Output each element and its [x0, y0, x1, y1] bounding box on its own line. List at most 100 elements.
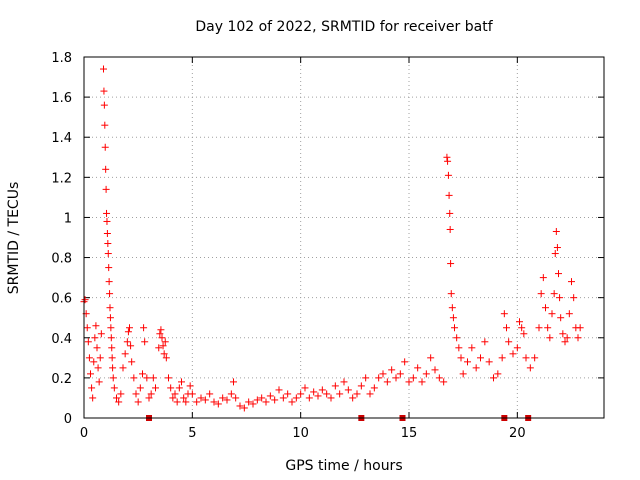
data-point: [331, 382, 339, 390]
data-point: [214, 400, 222, 408]
data-point: [539, 274, 547, 282]
data-point: [188, 390, 196, 398]
data-point: [106, 304, 114, 312]
data-point: [457, 354, 465, 362]
data-point: [570, 294, 578, 302]
data-point: [128, 358, 136, 366]
data-point: [87, 370, 94, 378]
plot-frame: [83, 56, 605, 419]
data-point: [310, 388, 318, 396]
data-point: [516, 318, 523, 326]
data-point: [405, 378, 413, 386]
data-point: [106, 290, 114, 298]
data-point: [440, 378, 448, 386]
y-tick-label: 1.6: [51, 91, 72, 106]
data-point: [556, 294, 564, 302]
data-point: [186, 382, 194, 390]
data-point: [447, 290, 455, 298]
data-point: [109, 364, 117, 372]
data-point: [435, 374, 443, 382]
data-point: [124, 328, 132, 336]
data-point: [193, 398, 201, 406]
data-point: [518, 324, 526, 332]
data-point: [494, 370, 502, 378]
data-point: [498, 354, 506, 362]
data-point: [503, 324, 510, 332]
data-point: [548, 310, 556, 318]
data-point: [557, 314, 565, 322]
data-point: [455, 344, 463, 352]
data-point: [576, 324, 584, 332]
data-point: [443, 153, 451, 161]
data-point: [444, 157, 452, 165]
data-point: [279, 394, 287, 402]
data-point: [108, 344, 116, 352]
data-point: [180, 394, 188, 402]
data-point: [464, 358, 471, 366]
data-point: [175, 384, 183, 392]
y-axis-label: SRMTID / TECUs: [6, 182, 22, 295]
data-point: [249, 400, 257, 408]
data-point: [447, 260, 455, 268]
x-tick-label: 20: [509, 426, 526, 441]
data-point: [130, 374, 138, 382]
data-point: [542, 304, 549, 312]
data-point: [537, 290, 545, 298]
data-point: [92, 322, 100, 330]
data-point: [97, 330, 105, 338]
data-point: [451, 324, 458, 332]
x-tick-label: 5: [188, 426, 196, 441]
data-point: [459, 370, 467, 378]
data-point: [161, 338, 169, 346]
data-point: [262, 398, 270, 406]
data-point: [143, 374, 151, 382]
data-point: [446, 225, 454, 233]
data-point: [227, 390, 235, 398]
data-point: [396, 370, 404, 378]
data-point: [140, 324, 148, 332]
x-tick-label: 10: [292, 426, 309, 441]
data-point: [157, 326, 165, 334]
data-point: [431, 366, 439, 374]
y-tick-labels: 0 0.2 0.4 0.6 0.8 1 1.2 1.4 1.6 1.8: [51, 51, 72, 427]
data-point: [561, 338, 569, 346]
y-tick-label: 0.8: [51, 252, 72, 267]
data-point: [145, 394, 153, 402]
chart-title: Day 102 of 2022, SRMTID for receiver bat…: [195, 19, 493, 35]
data-point: [284, 390, 292, 398]
data-point: [83, 324, 91, 332]
data-point: [305, 394, 313, 402]
data-point: [108, 354, 116, 362]
data-point: [401, 358, 409, 366]
data-point: [139, 370, 146, 378]
data-point: [90, 358, 98, 366]
data-point: [147, 390, 155, 398]
data-point: [357, 382, 365, 390]
data-point: [182, 398, 190, 406]
data-point: [565, 310, 573, 318]
data-point: [210, 398, 218, 406]
data-point: [113, 394, 120, 402]
data-point: [230, 378, 237, 386]
data-point: [134, 398, 142, 406]
data-point: [240, 404, 248, 412]
y-tick-label: 0: [64, 412, 72, 427]
data-point: [392, 374, 400, 382]
data-point: [551, 250, 559, 258]
data-point: [546, 334, 554, 342]
data-point: [323, 390, 331, 398]
data-point: [136, 384, 144, 392]
data-point: [103, 209, 111, 217]
data-point: [126, 324, 133, 332]
data-point: [173, 398, 181, 406]
data-point: [336, 390, 344, 398]
data-point: [468, 344, 476, 352]
data-point: [155, 344, 163, 352]
data-point: [162, 354, 170, 362]
data-point: [102, 165, 110, 173]
data-point: [219, 394, 227, 402]
x-axis-label: GPS time / hours: [285, 458, 402, 474]
data-point: [253, 396, 261, 404]
data-point: [107, 334, 115, 342]
